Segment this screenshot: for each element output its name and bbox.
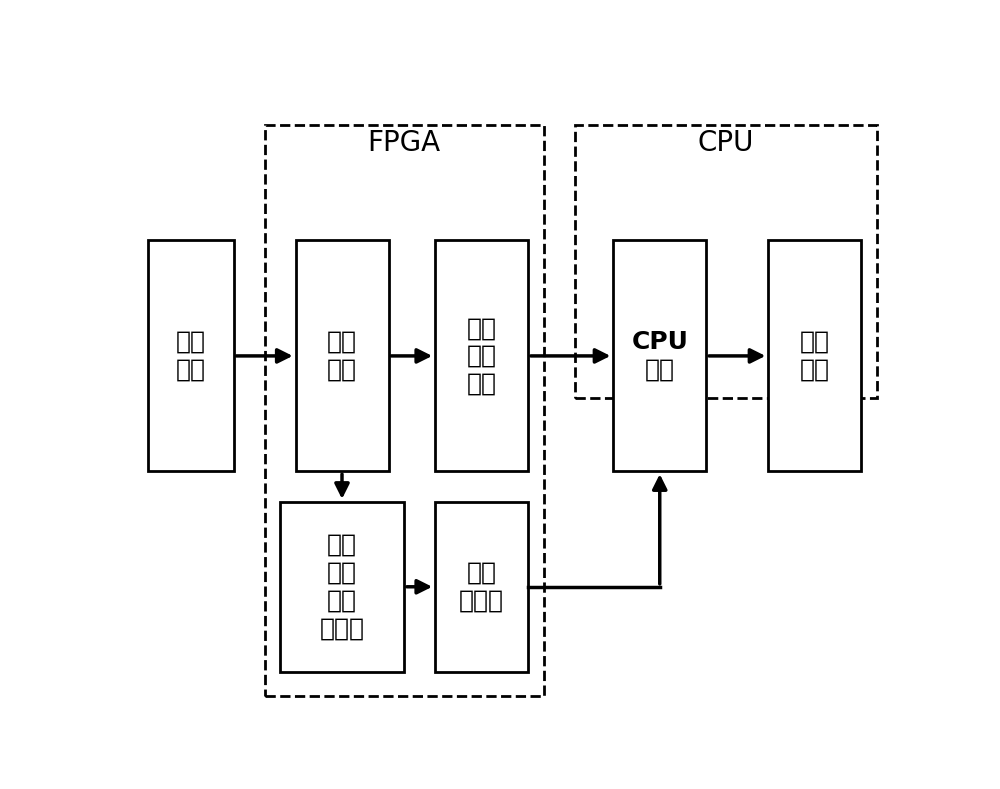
Bar [613, 241, 706, 471]
Bar [768, 241, 861, 471]
Text: 数据
采集: 数据 采集 [327, 330, 357, 382]
Text: CPU: CPU [697, 129, 754, 157]
Text: 采集
数据
存储: 采集 数据 存储 [466, 316, 496, 396]
Text: 送显
屏幕: 送显 屏幕 [800, 330, 830, 382]
Text: FPGA: FPGA [367, 129, 441, 157]
Text: CPU
内存: CPU 内存 [631, 330, 688, 382]
Bar [280, 502, 404, 672]
Bar [264, 125, 544, 696]
Text: 数字
通道: 数字 通道 [176, 330, 206, 382]
Bar [435, 502, 528, 672]
Text: 采样
点与
像素
点转换: 采样 点与 像素 点转换 [320, 533, 364, 641]
Bar [435, 241, 528, 471]
Text: 像素
点存储: 像素 点存储 [459, 561, 504, 613]
Bar [296, 241, 388, 471]
Bar [574, 125, 877, 398]
Bar [148, 241, 234, 471]
